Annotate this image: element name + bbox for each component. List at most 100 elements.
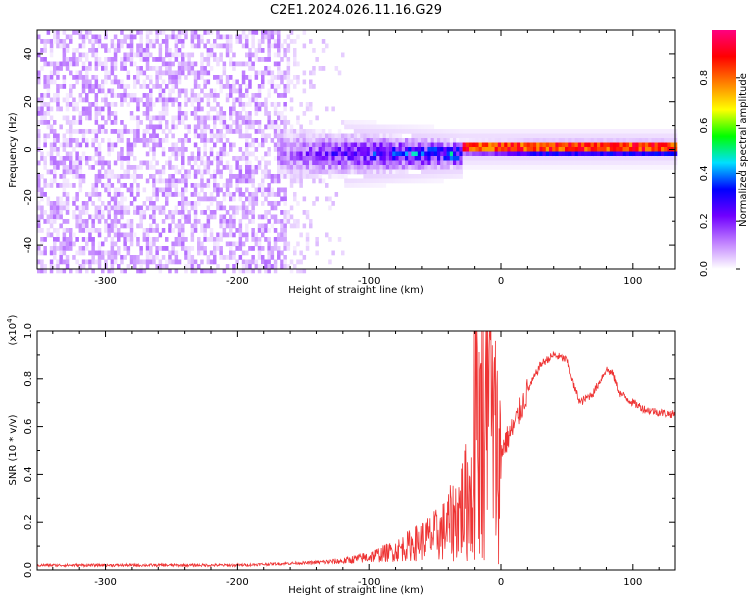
heatmap-cell bbox=[209, 201, 214, 206]
heatmap-cell bbox=[462, 165, 467, 170]
heatmap-cell bbox=[69, 151, 73, 157]
heatmap-cell bbox=[283, 192, 287, 197]
heatmap-cell bbox=[88, 48, 92, 53]
heatmap-cell bbox=[94, 102, 99, 107]
heatmap-cell bbox=[59, 39, 63, 44]
heatmap-cell bbox=[257, 187, 262, 193]
heatmap-cell bbox=[491, 133, 495, 139]
heatmap-cell bbox=[120, 102, 124, 107]
heatmap-cell bbox=[555, 147, 559, 152]
heatmap-cell bbox=[561, 129, 566, 134]
heatmap-cell bbox=[360, 165, 364, 170]
heatmap-cell bbox=[161, 102, 166, 107]
heatmap-cell bbox=[584, 129, 588, 134]
heatmap-cell bbox=[197, 219, 201, 224]
heatmap-cell bbox=[565, 147, 569, 152]
heatmap-cell bbox=[126, 165, 131, 170]
heatmap-cell bbox=[165, 246, 169, 251]
heatmap-cell bbox=[181, 223, 185, 229]
heatmap-cell bbox=[222, 255, 227, 260]
heatmap-cell bbox=[270, 178, 275, 184]
heatmap-cell bbox=[318, 169, 323, 175]
heatmap-cell bbox=[133, 61, 137, 67]
heatmap-cell bbox=[273, 219, 278, 224]
heatmap-cell bbox=[657, 156, 662, 161]
heatmap-cell bbox=[43, 250, 47, 256]
heatmap-cell bbox=[293, 250, 297, 256]
heatmap-cell bbox=[193, 169, 198, 175]
heatmap-cell bbox=[56, 246, 60, 251]
heatmap-cell bbox=[65, 93, 70, 98]
heatmap-cell bbox=[315, 174, 319, 179]
heatmap-cell bbox=[213, 52, 217, 58]
heatmap-cell bbox=[62, 52, 67, 58]
heatmap-cell bbox=[197, 169, 201, 175]
heatmap-cell bbox=[88, 192, 92, 197]
heatmap-cell bbox=[405, 138, 409, 143]
heatmap-cell bbox=[513, 138, 518, 143]
heatmap-cell bbox=[478, 147, 483, 152]
heatmap-cell bbox=[321, 165, 326, 170]
heatmap-cell bbox=[293, 156, 297, 161]
heatmap-cell bbox=[184, 124, 188, 130]
heatmap-cell bbox=[142, 138, 147, 143]
heatmap-cell bbox=[113, 210, 118, 215]
heatmap-cell bbox=[411, 142, 415, 148]
heatmap-cell bbox=[357, 133, 361, 139]
heatmap-cell bbox=[289, 178, 294, 184]
heatmap-cell bbox=[245, 39, 249, 44]
heatmap-cell bbox=[273, 264, 278, 269]
heatmap-cell bbox=[414, 124, 419, 130]
heatmap-cell bbox=[177, 120, 182, 125]
heatmap-cell bbox=[331, 165, 335, 170]
heatmap-cell bbox=[401, 165, 406, 170]
heatmap-cell bbox=[78, 223, 83, 229]
heatmap-cell bbox=[667, 138, 671, 143]
heatmap-cell bbox=[641, 142, 646, 148]
heatmap-cell bbox=[59, 250, 63, 256]
heatmap-cell bbox=[357, 169, 361, 175]
heatmap-cell bbox=[37, 34, 41, 40]
heatmap-cell bbox=[254, 106, 259, 112]
heatmap-cell bbox=[62, 246, 67, 251]
heatmap-cell bbox=[155, 187, 159, 193]
heatmap-cell bbox=[501, 142, 505, 148]
spectrogram-x-tick-label: -200 bbox=[226, 276, 249, 287]
heatmap-cell bbox=[53, 210, 57, 215]
heatmap-cell bbox=[645, 160, 649, 166]
heatmap-cell bbox=[203, 268, 207, 274]
heatmap-cell bbox=[235, 160, 239, 166]
heatmap-cell bbox=[136, 66, 140, 71]
heatmap-cell bbox=[171, 174, 175, 179]
heatmap-cell bbox=[107, 160, 111, 166]
heatmap-cell bbox=[200, 183, 204, 188]
heatmap-cell bbox=[85, 241, 89, 247]
heatmap-cell bbox=[174, 124, 179, 130]
heatmap-cell bbox=[472, 151, 476, 157]
heatmap-cell bbox=[209, 66, 214, 71]
heatmap-cell bbox=[654, 151, 659, 157]
heatmap-cell bbox=[648, 165, 652, 170]
heatmap-cell bbox=[238, 246, 243, 251]
heatmap-cell bbox=[283, 88, 287, 94]
heatmap-cell bbox=[465, 151, 470, 157]
heatmap-cell bbox=[213, 88, 217, 94]
heatmap-cell bbox=[568, 147, 572, 152]
heatmap-cell bbox=[235, 34, 239, 40]
heatmap-cell bbox=[533, 129, 537, 134]
heatmap-cell bbox=[433, 138, 438, 143]
heatmap-cell bbox=[449, 174, 454, 179]
heatmap-cell bbox=[424, 169, 428, 175]
heatmap-cell bbox=[331, 147, 335, 152]
heatmap-cell bbox=[120, 57, 124, 62]
heatmap-cell bbox=[49, 79, 54, 85]
heatmap-cell bbox=[78, 178, 83, 184]
heatmap-cell bbox=[190, 201, 195, 206]
heatmap-cell bbox=[171, 52, 175, 58]
heatmap-cell bbox=[62, 75, 67, 80]
heatmap-cell bbox=[254, 165, 259, 170]
heatmap-cell bbox=[533, 142, 537, 148]
heatmap-cell bbox=[113, 174, 118, 179]
heatmap-cell bbox=[126, 250, 131, 256]
heatmap-cell bbox=[97, 228, 102, 233]
